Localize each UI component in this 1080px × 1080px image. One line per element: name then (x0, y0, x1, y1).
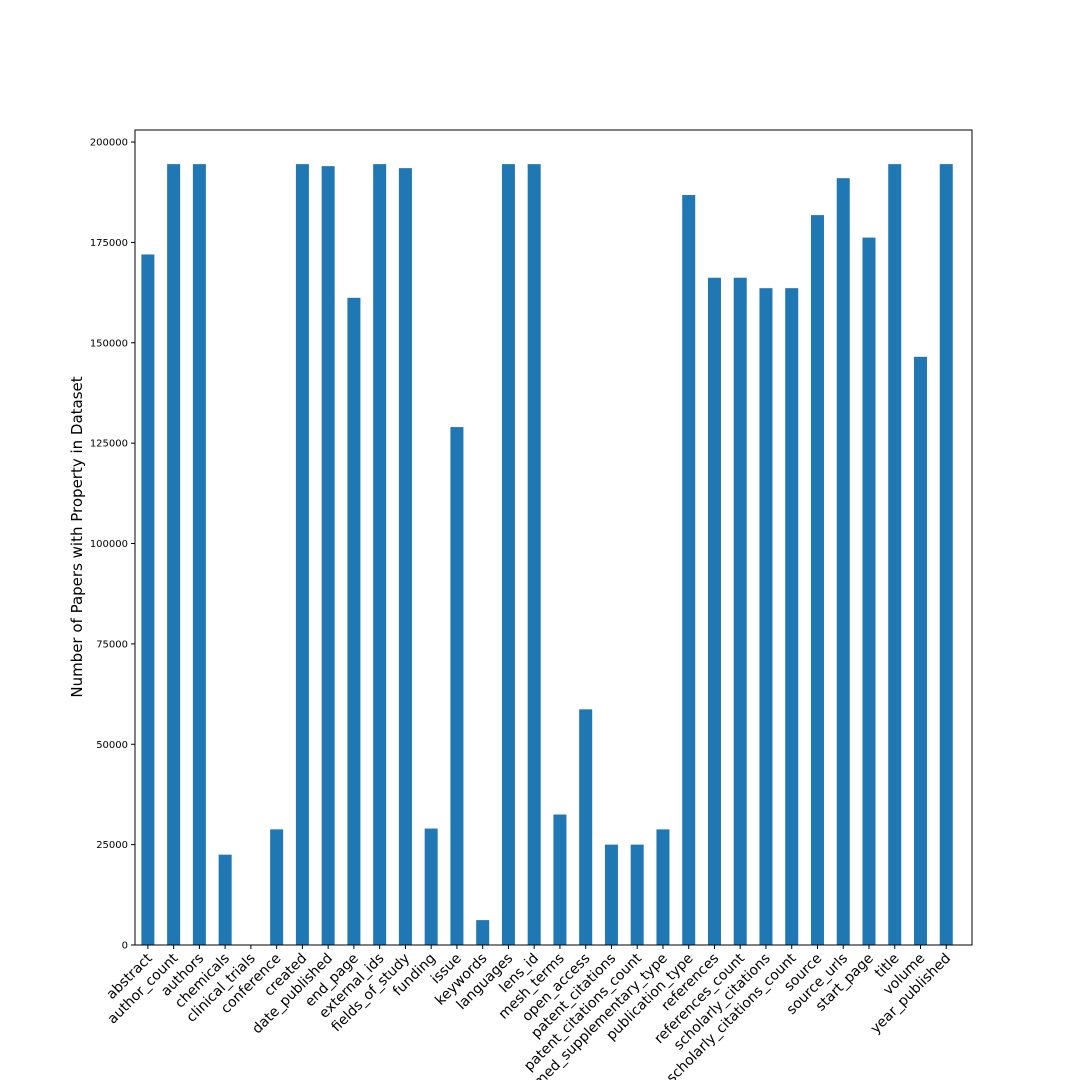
bar-year-published (939, 164, 953, 945)
y-tick-label: 175000 (90, 238, 128, 249)
bar-created (295, 164, 309, 945)
bar-volume (913, 356, 927, 946)
bar-title (888, 164, 902, 945)
bar-issue (450, 427, 464, 946)
y-tick-label: 150000 (90, 338, 128, 349)
y-tick-label: 100000 (90, 539, 128, 550)
bar-languages (501, 164, 515, 945)
bar-source-urls (836, 178, 850, 945)
bar-authors (192, 164, 206, 945)
bar-mesh-terms (553, 814, 567, 945)
y-axis-label: Number of Papers with Property in Datase… (68, 376, 86, 697)
y-tick-label: 125000 (90, 439, 128, 450)
bar-references (707, 277, 721, 945)
bar-date-published (321, 166, 335, 945)
bar-patent-citations-count (630, 844, 644, 945)
bar-references-count (733, 277, 747, 945)
y-tick-label: 25000 (96, 840, 128, 851)
y-tick-label: 0 (122, 941, 128, 952)
bar-end-page (347, 297, 361, 945)
bar-pubmed-supplementary-type (656, 829, 670, 945)
bar-keywords (476, 920, 490, 945)
bar-start-page (862, 237, 876, 946)
plot-frame (134, 129, 973, 946)
bar-source (810, 215, 824, 946)
bar-abstract (141, 254, 155, 945)
y-axis: 0 25000 50000 75000 100000 125000 150000 175000… (90, 138, 135, 952)
y-tick-label: 75000 (96, 639, 128, 650)
bar-lens-id (527, 164, 541, 945)
bar-open-access (579, 709, 593, 945)
bar-funding (424, 828, 438, 945)
bar-conference (270, 829, 284, 945)
y-tick-label: 200000 (90, 138, 128, 149)
bar-series (141, 164, 953, 946)
y-tick-label: 50000 (96, 740, 128, 751)
bar-scholarly-citations (759, 288, 773, 945)
bar-author-count (167, 164, 181, 945)
bar-external-ids (373, 164, 387, 945)
bar-chemicals (218, 854, 232, 945)
bar-publication-type (682, 195, 696, 946)
bar-fields-of-study (398, 168, 412, 945)
bar-scholarly-citations-count (785, 288, 799, 945)
bar-patent-citations (604, 844, 618, 945)
